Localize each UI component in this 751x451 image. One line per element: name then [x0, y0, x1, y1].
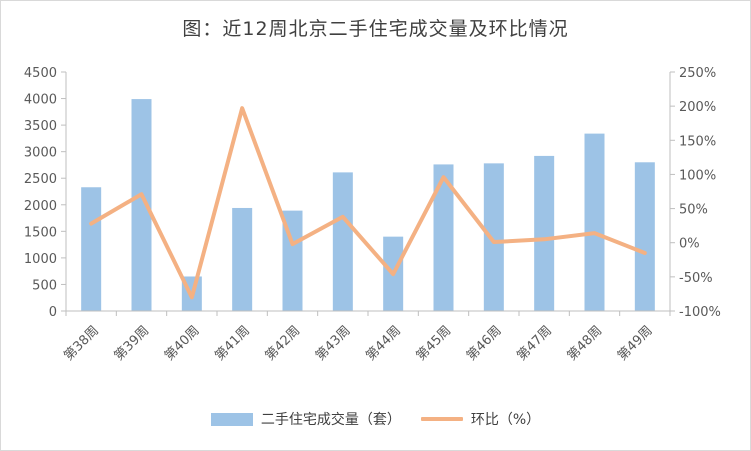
legend-item-volume: 二手住宅成交量（套） — [210, 409, 401, 429]
right-tick-label: -100% — [679, 305, 721, 320]
line-path — [89, 106, 647, 300]
line-point — [191, 296, 193, 298]
x-tick-label: 第44周 — [363, 323, 404, 364]
right-tick-label: 200% — [679, 100, 716, 115]
line-point — [392, 273, 394, 275]
left-tick-label: 4000 — [24, 93, 57, 108]
right-tick-label: 150% — [679, 134, 716, 149]
bar — [81, 187, 102, 311]
bar — [131, 99, 152, 311]
line-point — [493, 241, 495, 243]
line-point — [644, 252, 646, 254]
line-point — [241, 107, 243, 109]
bar-series — [81, 99, 655, 311]
left-tick-label: 500 — [32, 278, 57, 293]
legend-bar-swatch — [210, 412, 253, 426]
bar — [232, 207, 253, 311]
x-axis: 第38周 第39周 第40周 第41周 第42周 第43周 第44周 第45周 第46周 第47周… — [61, 310, 671, 364]
left-tick-label: 3000 — [24, 146, 57, 161]
left-tick-label: 4500 — [24, 66, 57, 81]
left-tick-label: 0 — [49, 305, 57, 320]
x-tick-label: 第43周 — [313, 323, 354, 364]
left-tick-label: 1000 — [24, 252, 57, 267]
line-point — [90, 223, 92, 225]
line-series — [89, 106, 647, 300]
legend: 二手住宅成交量（套） 环比（%） — [0, 408, 751, 430]
right-tick-label: 100% — [679, 168, 716, 183]
x-tick-label: 第38周 — [61, 323, 102, 364]
left-tick-label: 2000 — [24, 199, 57, 214]
x-tick-label: 第41周 — [212, 323, 253, 364]
right-axis: -100% -50% 0% 50% 100% 150% 200% 250% — [669, 66, 721, 320]
right-tick-label: 0% — [679, 237, 700, 252]
bar — [483, 163, 504, 311]
left-tick-label: 2500 — [24, 172, 57, 187]
line-point — [342, 216, 344, 218]
bar — [584, 133, 605, 311]
legend-line-swatch — [420, 417, 463, 421]
x-tick-label: 第49周 — [615, 323, 656, 364]
x-tick-label: 第47周 — [514, 323, 555, 364]
x-tick-label: 第42周 — [263, 323, 304, 364]
bar — [534, 155, 555, 311]
line-point — [292, 243, 293, 245]
right-tick-label: 50% — [679, 203, 708, 218]
chart-title: 图：近12周北京二手住宅成交量及环比情况 — [182, 18, 569, 40]
line-point — [543, 238, 545, 240]
legend-label-mom: 环比（%） — [470, 412, 541, 428]
x-tick-label: 第48周 — [565, 323, 606, 364]
x-tick-label: 第46周 — [464, 323, 505, 364]
left-axis: 0 500 1000 1500 2000 2500 3000 3500 4000 4500 — [24, 66, 67, 320]
right-tick-label: 250% — [679, 66, 716, 81]
x-tick-label: 第45周 — [414, 323, 455, 364]
bar — [332, 172, 353, 311]
line-point — [594, 232, 595, 234]
legend-item-mom: 环比（%） — [420, 409, 541, 429]
bar — [433, 164, 454, 311]
x-tick-label: 第39周 — [112, 323, 153, 364]
right-tick-label: -50% — [679, 271, 713, 286]
bar — [634, 162, 655, 311]
left-tick-label: 3500 — [24, 119, 57, 134]
line-point — [141, 193, 142, 195]
legend-label-volume: 二手住宅成交量（套） — [260, 412, 401, 428]
left-tick-label: 1500 — [24, 225, 57, 240]
line-point — [443, 176, 444, 178]
x-tick-label: 第40周 — [162, 323, 203, 364]
